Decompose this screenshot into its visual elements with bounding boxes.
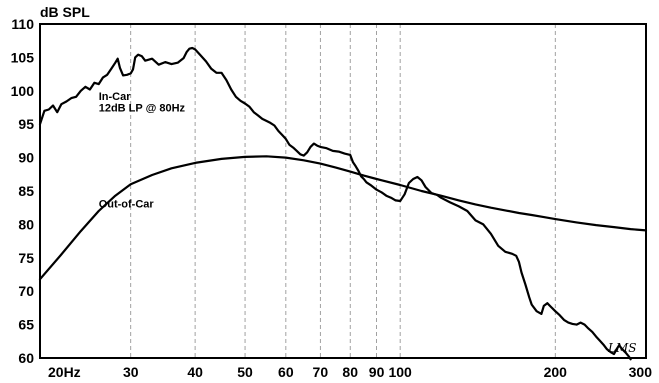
y-tick-label-90: 90 xyxy=(18,150,34,166)
x-tick-label-70: 70 xyxy=(313,364,329,380)
y-tick-label-110: 110 xyxy=(11,16,34,32)
y-tick-label-60: 60 xyxy=(18,350,34,366)
x-tick-label-30: 30 xyxy=(123,364,139,380)
lms-logo: LMS xyxy=(607,341,636,355)
y-tick-label-65: 65 xyxy=(18,317,34,333)
y-tick-label-100: 100 xyxy=(11,83,35,99)
in-car-response-line xyxy=(38,46,632,361)
y-tick-label-80: 80 xyxy=(18,216,34,232)
annotation-2: Out-of-Car xyxy=(99,199,155,211)
series-layer xyxy=(38,46,648,361)
lms-logo-mark: LMS xyxy=(607,341,636,355)
x-axis-ticks: 20Hz 30 40 50 60 70 80 90 100 200 300 xyxy=(48,364,652,380)
y-tick-label-70: 70 xyxy=(18,283,34,299)
y-axis-ticks: 60 65 70 75 80 85 90 95 100 105 110 xyxy=(11,16,35,366)
x-tick-label-40: 40 xyxy=(187,364,203,380)
x-tick-label-100: 100 xyxy=(388,364,412,380)
x-tick-label-80: 80 xyxy=(342,364,358,380)
plot-frame xyxy=(39,23,647,359)
x-tick-label-50: 50 xyxy=(237,364,253,380)
x-tick-label-60: 60 xyxy=(278,364,294,380)
y-tick-label-105: 105 xyxy=(11,49,35,65)
y-tick-label-75: 75 xyxy=(18,250,34,266)
y-tick-label-85: 85 xyxy=(18,183,34,199)
out-of-car-response-line xyxy=(38,155,648,281)
x-tick-label-300: 300 xyxy=(629,364,653,380)
annotation-1: 12dB LP @ 80Hz xyxy=(99,103,186,115)
x-tick-label-20: 20Hz xyxy=(48,364,81,380)
x-tick-label-200: 200 xyxy=(544,364,568,380)
annotation-0: In-Car xyxy=(99,91,132,103)
x-tick-label-90: 90 xyxy=(369,364,385,380)
grid xyxy=(130,24,556,358)
y-axis-label: dB SPL xyxy=(40,4,90,20)
y-tick-label-95: 95 xyxy=(18,116,34,132)
